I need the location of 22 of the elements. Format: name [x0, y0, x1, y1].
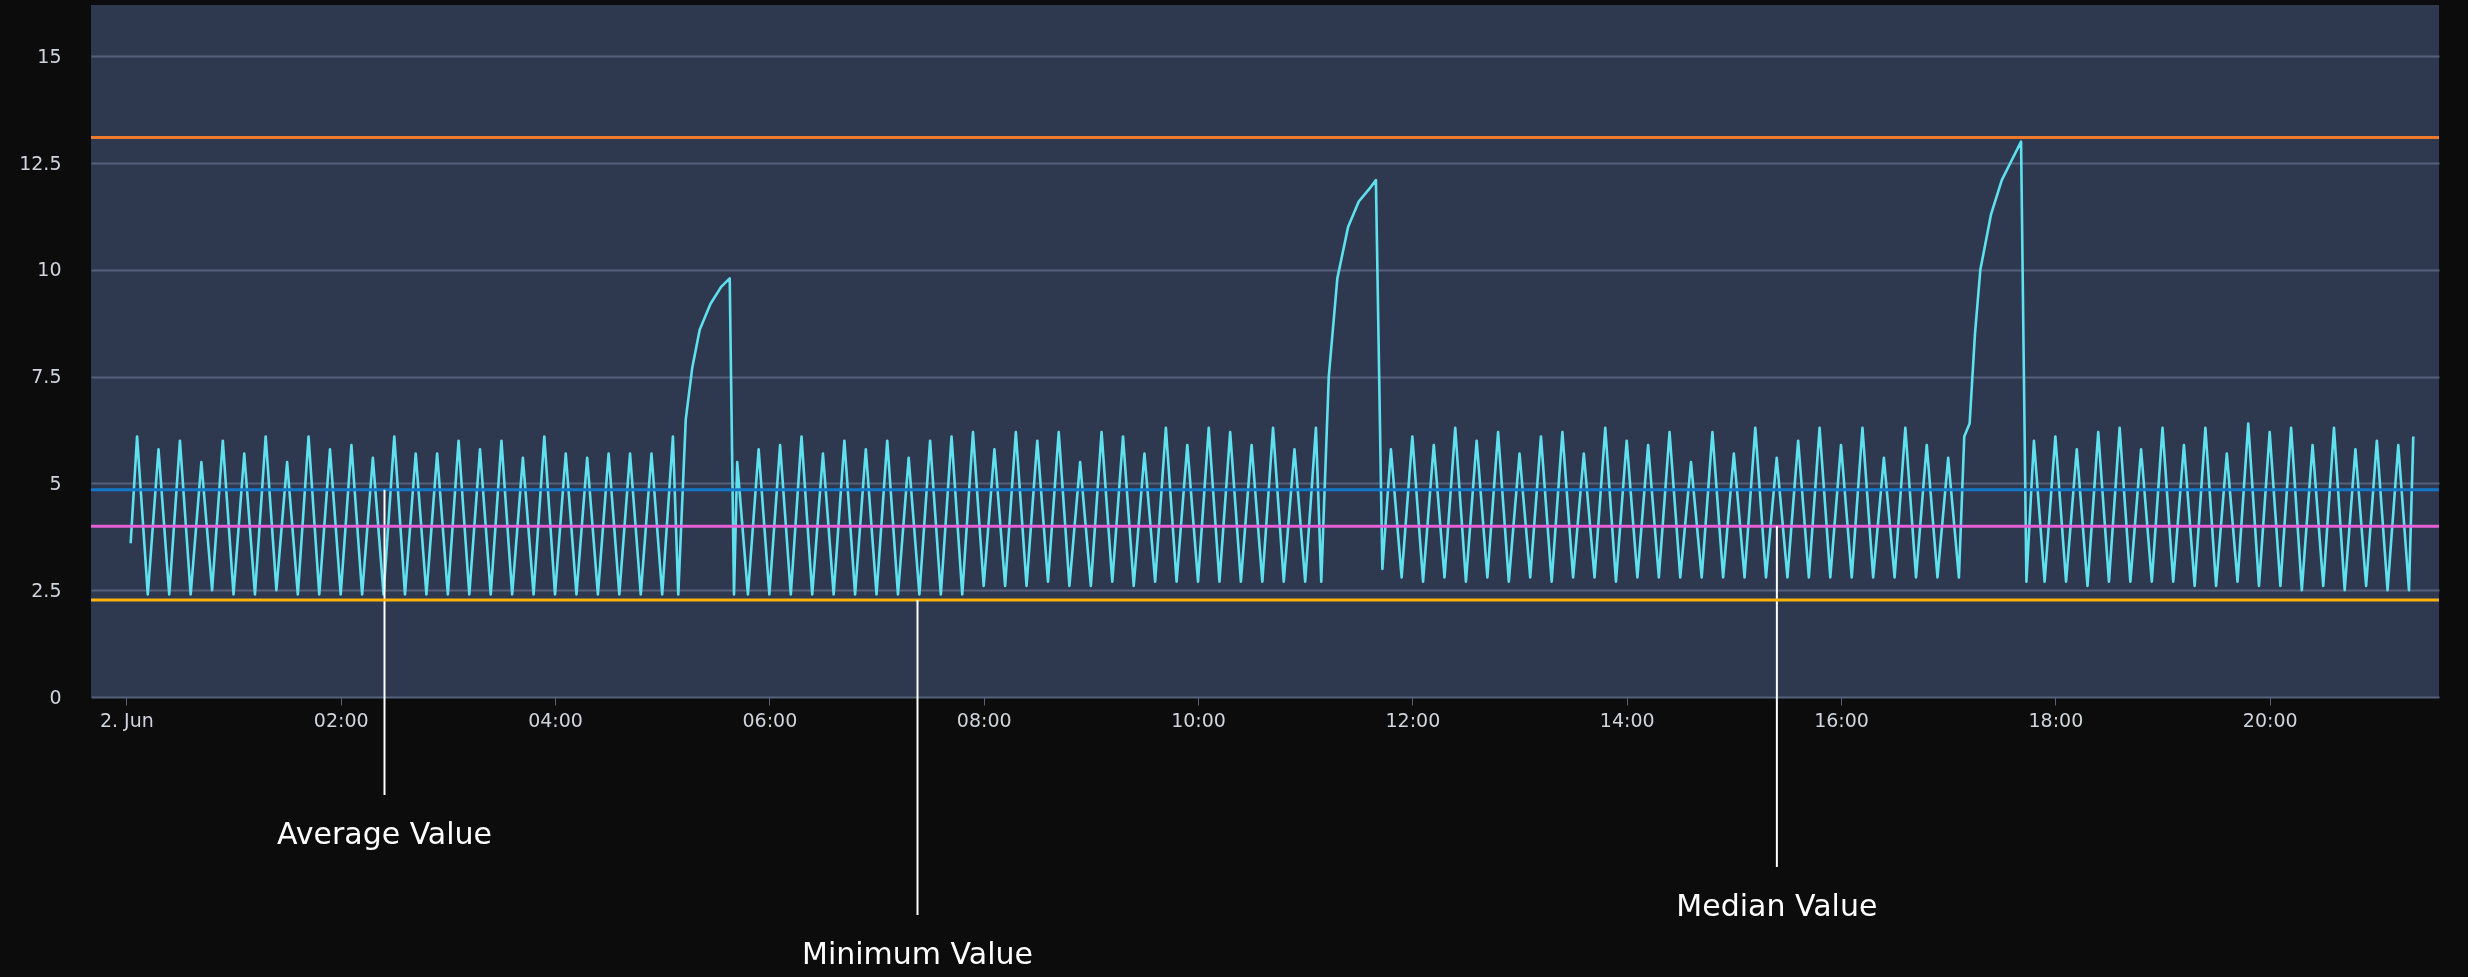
x-tick-label: 10:00 [1171, 708, 1226, 731]
y-tick-label: 10 [37, 258, 62, 281]
y-tick-label: 2.5 [31, 578, 62, 601]
x-tick-label: 06:00 [742, 708, 798, 731]
x-tick-label: 20:00 [2242, 708, 2298, 731]
y-tick-label: 15 [37, 44, 62, 67]
y-tick-label: 12.5 [19, 151, 62, 174]
x-tick-label: 12:00 [1385, 708, 1441, 731]
x-tick-label: 08:00 [956, 708, 1012, 731]
x-tick-label: 16:00 [1814, 708, 1869, 731]
y-tick-label: 5 [49, 471, 62, 494]
x-tick-label: 02:00 [313, 708, 369, 731]
x-tick-label: 04:00 [528, 708, 583, 731]
x-tick-label: 18:00 [2028, 708, 2084, 731]
x-tick-label: 14:00 [1599, 708, 1655, 731]
ref-line-label: Average Value [276, 816, 493, 851]
ref-line-label: Minimum Value [802, 936, 1033, 971]
y-tick-label: 0 [49, 685, 62, 708]
x-tick-label: 2. Jun [99, 708, 154, 731]
line-series [129, 140, 2415, 596]
ref-line-label: Median Value [1676, 888, 1878, 923]
y-tick-label: 7.5 [31, 365, 62, 388]
